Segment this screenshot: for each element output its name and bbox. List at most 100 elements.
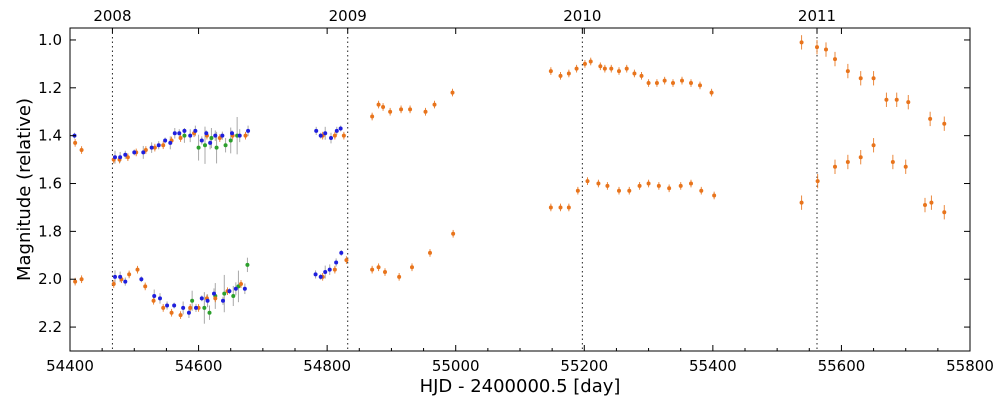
data-point — [709, 90, 714, 95]
data-point — [639, 73, 644, 78]
data-point — [588, 59, 593, 64]
data-point — [858, 76, 863, 81]
data-point — [188, 133, 193, 138]
year-label: 2009 — [329, 7, 367, 25]
data-point — [667, 186, 672, 191]
data-point — [928, 116, 933, 121]
data-point — [246, 128, 251, 133]
data-point — [698, 83, 702, 88]
data-point — [202, 305, 207, 310]
year-marker-lines — [111, 28, 818, 351]
data-point — [329, 136, 333, 141]
data-point — [339, 250, 344, 255]
data-point — [388, 109, 393, 114]
data-point — [845, 159, 850, 164]
y-tick-label: 1.0 — [38, 31, 62, 49]
data-point — [632, 71, 637, 76]
x-tick-label: 54800 — [303, 357, 351, 375]
data-point — [598, 64, 603, 69]
data-point — [73, 279, 78, 284]
data-point — [334, 260, 339, 265]
data-point — [662, 78, 667, 83]
x-tick-label: 55400 — [689, 357, 737, 375]
data-point — [313, 272, 318, 277]
data-point — [217, 136, 222, 141]
data-point — [890, 159, 895, 164]
data-point — [712, 193, 717, 198]
data-point — [209, 136, 214, 141]
data-point — [205, 298, 210, 303]
data-point — [627, 188, 632, 193]
data-point — [671, 81, 675, 86]
data-point — [942, 121, 947, 126]
x-tick-label: 55800 — [946, 357, 994, 375]
data-point — [323, 270, 328, 275]
data-point — [574, 66, 579, 71]
data-point — [327, 267, 332, 272]
x-tick-label: 54400 — [46, 357, 94, 375]
data-point — [152, 293, 157, 298]
data-point — [699, 188, 704, 193]
data-point — [678, 183, 683, 188]
data-point — [370, 267, 375, 272]
data-point — [151, 298, 156, 303]
data-point — [596, 181, 601, 186]
data-point — [566, 205, 571, 210]
data-point — [203, 143, 207, 148]
data-point — [815, 45, 819, 50]
data-point — [689, 181, 693, 186]
x-tick-label: 55200 — [560, 357, 608, 375]
data-point — [163, 138, 168, 143]
data-point — [190, 298, 195, 303]
data-point — [884, 97, 889, 102]
data-point — [73, 140, 78, 145]
data-point — [624, 66, 629, 71]
data-point — [118, 155, 123, 160]
data-point — [231, 293, 236, 298]
y-axis-title: Magnitude (relative) — [14, 98, 35, 281]
data-point — [214, 145, 219, 150]
data-point — [376, 265, 381, 270]
data-point — [558, 205, 563, 210]
data-point — [194, 305, 198, 310]
data-point — [79, 148, 84, 153]
data-point — [143, 148, 148, 153]
x-tick-label: 55600 — [818, 357, 866, 375]
data-point — [242, 286, 247, 291]
data-point — [239, 282, 243, 287]
data-point — [428, 250, 432, 255]
data-point — [338, 126, 343, 131]
data-point — [548, 69, 553, 74]
data-point — [609, 66, 614, 71]
data-point — [344, 258, 349, 263]
data-point — [125, 155, 130, 160]
data-point — [141, 150, 146, 155]
y-tick-label: 1.2 — [38, 79, 62, 97]
data-point — [123, 279, 128, 284]
data-point — [332, 133, 337, 138]
data-point — [646, 181, 651, 186]
data-point — [423, 109, 428, 114]
data-point — [135, 267, 140, 272]
data-point — [602, 66, 607, 71]
data-point — [656, 183, 661, 188]
data-point — [221, 298, 225, 303]
y-tick-label: 1.4 — [38, 127, 62, 145]
data-point — [233, 286, 238, 291]
data-point — [334, 128, 339, 133]
data-point — [383, 270, 387, 275]
data-point — [408, 107, 413, 112]
data-point — [923, 203, 927, 208]
data-point — [113, 274, 117, 279]
data-point — [903, 164, 908, 169]
data-point — [845, 69, 850, 74]
data-point — [222, 291, 227, 296]
data-point — [193, 128, 198, 133]
data-point — [178, 313, 183, 318]
data-point — [158, 296, 162, 301]
data-point — [617, 188, 621, 193]
data-points — [72, 40, 947, 318]
data-point — [314, 128, 319, 133]
data-point — [123, 152, 128, 157]
